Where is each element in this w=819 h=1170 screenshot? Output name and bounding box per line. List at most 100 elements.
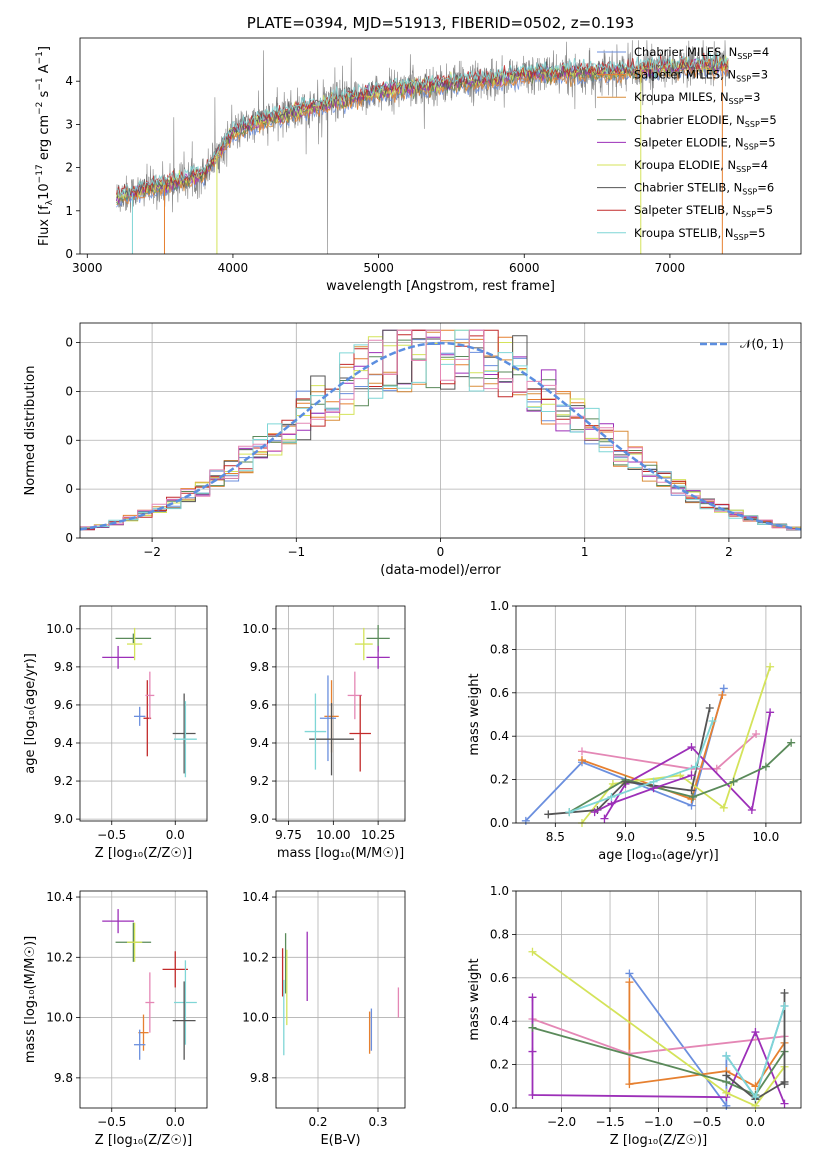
legend-tail: =5 xyxy=(756,203,773,217)
weight-series-line xyxy=(531,997,786,1105)
y-axis-label-part: erg cm xyxy=(37,115,52,164)
y-axis-label: mass [log₁₀(M/M☉)] xyxy=(23,936,38,1063)
x-tick-label: 6000 xyxy=(509,261,540,275)
weight-point-marker xyxy=(590,808,599,817)
x-tick-label: −2 xyxy=(143,545,161,559)
age-vs-metallicity-panel: −0.5 0.0 9.0 9.2 9.4 9.6 9.8 10.0 Z [log₁₀(Z/Z☉)… xyxy=(23,605,208,861)
y-tick-label: 10.2 xyxy=(242,950,269,964)
weight-point-marker xyxy=(528,1047,537,1056)
legend-tail: =5 xyxy=(759,135,776,149)
y-tick-label: 1.0 xyxy=(490,599,509,613)
x-tick-label: 2 xyxy=(725,545,733,559)
x-axis-label: mass [log₁₀(M/M☉)] xyxy=(277,846,404,861)
legend-tail: =3 xyxy=(751,68,768,82)
axes-frame xyxy=(79,322,802,539)
x-tick-label: 1 xyxy=(581,545,589,559)
weight-point-marker xyxy=(625,1080,634,1089)
y-tick-label: 10.0 xyxy=(46,622,73,636)
x-tick-label: 8.5 xyxy=(546,830,565,844)
y-axis-label-part: −2 xyxy=(35,102,45,115)
age-vs-mass-panel: 9.75 10.00 10.25 9.0 9.2 9.4 9.6 9.8 10.0 mass [l… xyxy=(242,605,406,861)
x-axis-label: age [log₁₀(age/yr)] xyxy=(598,848,719,863)
weight-point-marker xyxy=(761,762,770,771)
weight-point-marker xyxy=(625,969,634,978)
y-axis-label-part: 10 xyxy=(37,183,52,200)
axes-frame xyxy=(515,605,802,824)
legend-name: Chabrier ELODIE, N xyxy=(634,113,745,127)
weight-point-marker xyxy=(528,1090,537,1099)
y-tick-label: 9.8 xyxy=(250,660,269,674)
x-tick-label: 4000 xyxy=(218,261,249,275)
y-axis-label-part: A xyxy=(37,64,52,77)
x-tick-label: −0.5 xyxy=(692,1115,721,1129)
y-tick-label: 0.2 xyxy=(490,1058,509,1072)
x-axis-label: Z [log₁₀(Z/Z☉)] xyxy=(610,1133,707,1148)
x-tick-label: 10.0 xyxy=(753,830,780,844)
y-tick-label: 10.0 xyxy=(242,622,269,636)
y-axis-label: mass weight xyxy=(467,673,482,755)
legend-tail: =4 xyxy=(751,158,768,172)
weight-series-line xyxy=(594,774,692,813)
legend-name: Kroupa STELIB, N xyxy=(634,226,734,240)
y-axis-label-part: −1 xyxy=(35,51,45,64)
y-tick-label: 9.8 xyxy=(54,1071,73,1085)
weight-point-marker xyxy=(649,777,658,786)
y-tick-label: 0.0 xyxy=(490,1101,509,1115)
y-tick-label: 1 xyxy=(65,204,73,218)
y-axis-label-part: −1 xyxy=(35,77,45,90)
weight-point-marker xyxy=(708,717,717,726)
y-tick-label: 9.0 xyxy=(250,812,269,826)
legend-entry: Kroupa STELIB, NSSP=5 xyxy=(634,226,765,242)
x-tick-label: 5000 xyxy=(363,261,394,275)
x-axis-label: Z [log₁₀(Z/Z☉)] xyxy=(95,1133,192,1148)
axes-frame xyxy=(275,605,406,822)
y-tick-label: 1.0 xyxy=(490,884,509,898)
spectrum-panel: 3000 4000 5000 6000 7000 0 1 2 3 4 wavelength [Ang… xyxy=(35,14,802,294)
model-spectrum-line xyxy=(116,51,729,198)
residual-distribution-panel: −2 −1 0 1 2 0 0 0 0 0 (data-model)/error Normed dis… xyxy=(23,322,802,578)
axes-frame xyxy=(79,37,802,255)
x-tick-label: 0.0 xyxy=(166,1115,185,1129)
legend-name: Salpeter STELIB, N xyxy=(634,203,741,217)
legend-tail: =5 xyxy=(760,113,777,127)
weight-point-marker xyxy=(521,816,530,825)
y-tick-label: 0.6 xyxy=(490,686,509,700)
weight-point-marker xyxy=(528,1023,537,1032)
weight-point-marker xyxy=(528,993,537,1002)
weight-point-marker xyxy=(780,1002,789,1011)
legend-tail: =5 xyxy=(749,226,766,240)
y-tick-label: 0 xyxy=(65,433,73,447)
x-axis-label: Z [log₁₀(Z/Z☉)] xyxy=(95,846,192,861)
weight-point-marker xyxy=(722,1101,731,1110)
y-tick-label: 9.0 xyxy=(54,812,73,826)
y-tick-label: 4 xyxy=(65,74,73,88)
x-tick-label: 10.25 xyxy=(361,828,395,842)
legend-sub: SSP xyxy=(741,210,756,219)
legend-sub: SSP xyxy=(745,120,760,129)
y-tick-label: 0 xyxy=(65,384,73,398)
legend-entry: Salpeter ELODIE, NSSP=5 xyxy=(634,135,776,151)
x-tick-label: 10.00 xyxy=(316,828,350,842)
x-tick-label: 9.75 xyxy=(275,828,302,842)
x-tick-label: 9.5 xyxy=(686,830,705,844)
y-tick-label: 0 xyxy=(65,531,73,545)
y-tick-label: 0.8 xyxy=(490,642,509,656)
weight-point-marker xyxy=(747,805,756,814)
weight-point-marker xyxy=(688,792,697,801)
y-axis-label: Normed distribution xyxy=(23,366,38,496)
legend-entry: Salpeter STELIB, NSSP=5 xyxy=(634,203,773,219)
weight-point-marker xyxy=(607,792,616,801)
weight-point-marker xyxy=(687,786,696,795)
weight-point-marker xyxy=(600,814,609,823)
legend-name: Salpeter ELODIE, N xyxy=(634,135,744,149)
weight-point-marker xyxy=(621,777,630,786)
legend-sub: SSP xyxy=(744,142,759,151)
weight-point-marker xyxy=(719,684,728,693)
y-tick-label: 10.4 xyxy=(242,890,269,904)
axes-frame xyxy=(79,890,208,1109)
legend-entry: Kroupa ELODIE, NSSP=4 xyxy=(634,158,768,174)
y-tick-label: 9.4 xyxy=(54,736,73,750)
legend-sub: SSP xyxy=(736,75,751,84)
x-axis-label: (data-model)/error xyxy=(380,563,501,578)
weight-point-marker xyxy=(691,762,700,771)
